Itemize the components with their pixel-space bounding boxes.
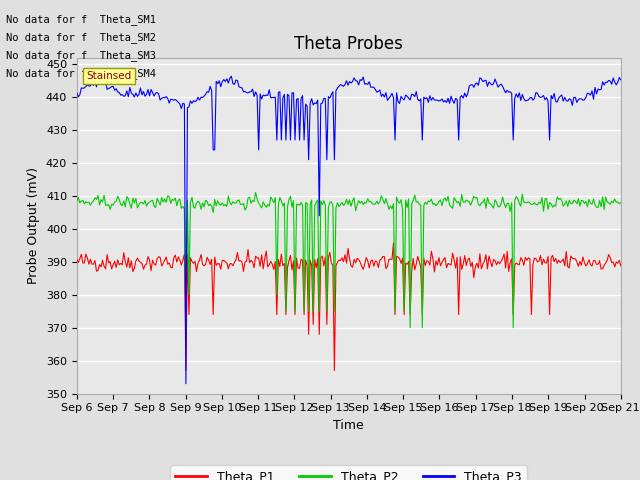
Text: No data for f  Theta_SM4: No data for f Theta_SM4 xyxy=(6,68,156,79)
Text: No data for f  Theta_SM3: No data for f Theta_SM3 xyxy=(6,50,156,61)
Y-axis label: Probe Output (mV): Probe Output (mV) xyxy=(28,167,40,284)
Legend: Theta_P1, Theta_P2, Theta_P3: Theta_P1, Theta_P2, Theta_P3 xyxy=(170,465,527,480)
Text: No data for f  Theta_SM1: No data for f Theta_SM1 xyxy=(6,13,156,24)
Text: No data for f  Theta_SM2: No data for f Theta_SM2 xyxy=(6,32,156,43)
X-axis label: Time: Time xyxy=(333,419,364,432)
Title: Theta Probes: Theta Probes xyxy=(294,35,403,53)
Text: Stainsed: Stainsed xyxy=(86,71,132,81)
